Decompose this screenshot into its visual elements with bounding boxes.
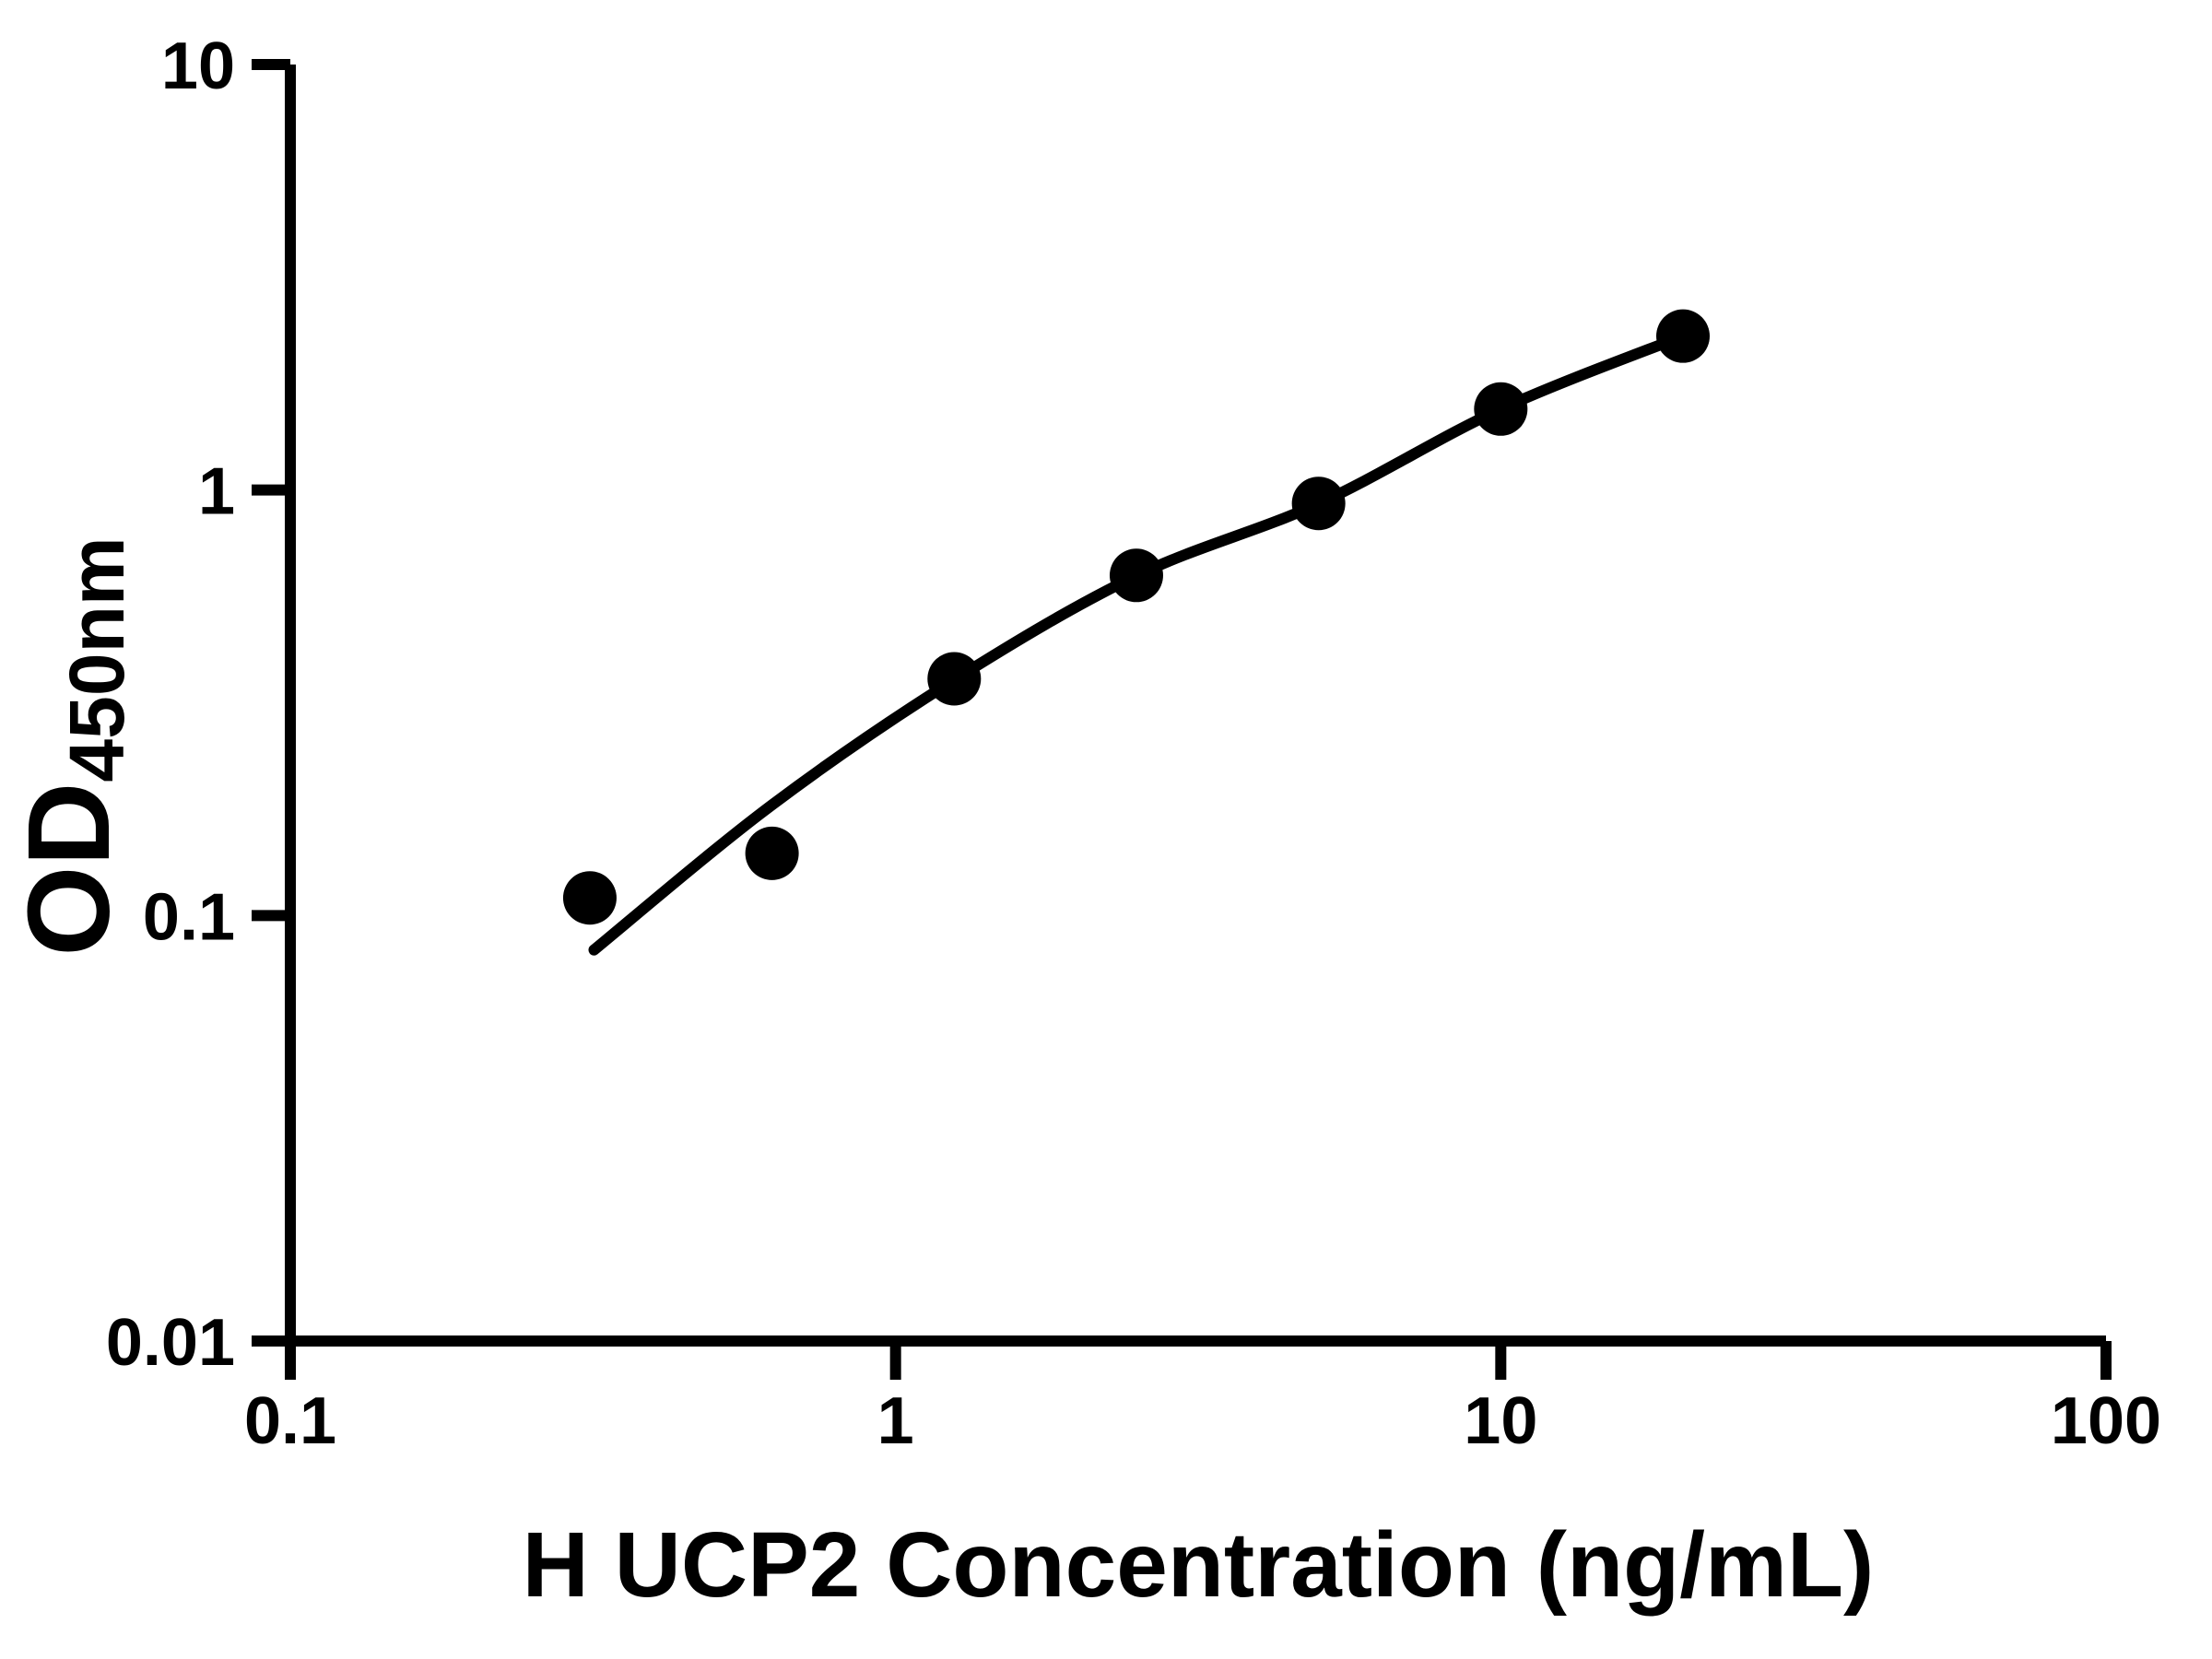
data-point-x5 [1291, 477, 1346, 531]
x-tick-label-1: 1 [877, 1384, 914, 1458]
data-point-x10 [1474, 382, 1528, 436]
y-tick-label-10: 10 [161, 29, 235, 103]
data-point-x20 [1656, 309, 1711, 363]
data-points-layer [562, 309, 1711, 925]
data-point-x0.625 [745, 826, 799, 880]
y-axis-title-subscript: 450nm [53, 536, 140, 782]
x-axis-title: H UCP2 Concentration (ng/mL) [523, 1513, 1875, 1617]
axis-ticks [252, 59, 2112, 1380]
x-tick-label-100: 100 [2051, 1384, 2161, 1458]
data-point-x2.5 [1109, 548, 1163, 603]
y-axis-title-main: OD [4, 782, 134, 957]
axes [285, 65, 2106, 1347]
y-tick-label-1: 1 [198, 455, 235, 529]
data-point-x0.3125 [562, 871, 617, 925]
x-tick-label-0.1: 0.1 [244, 1384, 336, 1458]
axis-spines [285, 65, 2106, 1347]
x-tick-label-10: 10 [1464, 1384, 1537, 1458]
y-tick-label-0.1: 0.1 [143, 880, 235, 954]
data-point-x1.25 [927, 652, 982, 706]
y-axis-title: OD450nm [4, 536, 140, 956]
y-tick-label-0.01: 0.01 [106, 1306, 235, 1380]
